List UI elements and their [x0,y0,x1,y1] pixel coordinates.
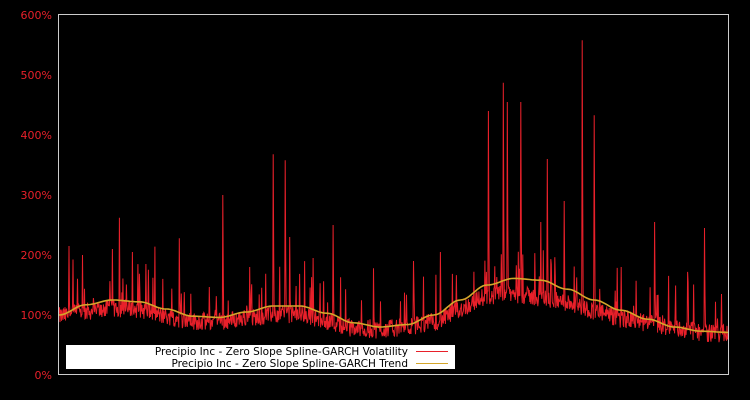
y-tick-label: 400% [21,129,52,142]
legend-label-trend: Precipio Inc - Zero Slope Spline-GARCH T… [171,358,408,370]
legend: Precipio Inc - Zero Slope Spline-GARCH V… [66,345,455,370]
plot-frame [58,14,729,375]
y-tick-label: 0% [35,369,52,382]
y-tick-label: 100% [21,309,52,322]
legend-box [66,345,455,369]
volatility-series [58,40,729,343]
y-tick-label: 600% [21,9,52,22]
y-tick-label: 300% [21,189,52,202]
y-axis-ticks: 0% 100% 200% 300% 400% 500% 600% [21,9,52,382]
volatility-line [58,40,729,343]
y-tick-label: 200% [21,249,52,262]
legend-label-volatility: Precipio Inc - Zero Slope Spline-GARCH V… [155,346,408,358]
trend-line [58,277,728,334]
y-tick-label: 500% [21,69,52,82]
